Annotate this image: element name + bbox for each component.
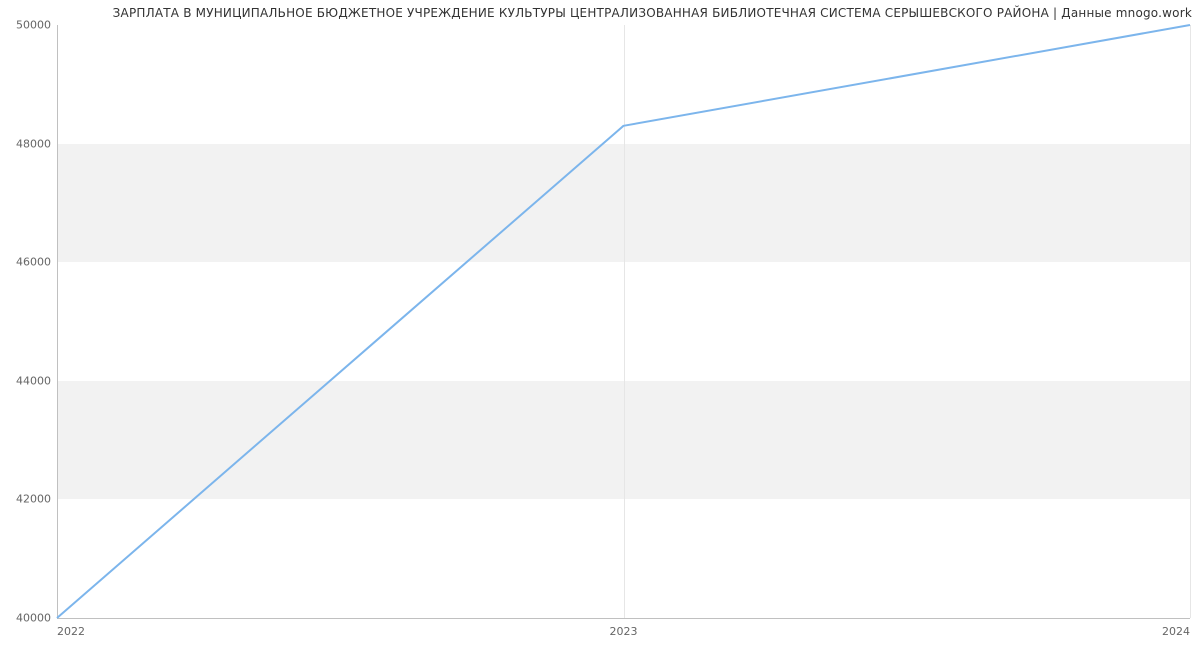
y-tick-label: 44000 (13, 374, 51, 387)
y-tick-label: 46000 (13, 256, 51, 269)
series-line-salary (57, 25, 1190, 618)
y-tick-label: 40000 (13, 612, 51, 625)
chart-title: ЗАРПЛАТА В МУНИЦИПАЛЬНОЕ БЮДЖЕТНОЕ УЧРЕЖ… (113, 6, 1192, 20)
x-tick-label: 2024 (1162, 625, 1190, 638)
y-tick-label: 48000 (13, 137, 51, 150)
y-tick-label: 50000 (13, 19, 51, 32)
y-tick-label: 42000 (13, 493, 51, 506)
x-gridline (1190, 25, 1191, 618)
series-layer (57, 25, 1190, 618)
salary-line-chart: ЗАРПЛАТА В МУНИЦИПАЛЬНОЕ БЮДЖЕТНОЕ УЧРЕЖ… (0, 0, 1200, 650)
x-tick-label: 2023 (610, 625, 638, 638)
x-tick-label: 2022 (57, 625, 85, 638)
plot-area: 4000042000440004600048000500002022202320… (57, 25, 1190, 618)
x-axis-line (57, 618, 1190, 619)
